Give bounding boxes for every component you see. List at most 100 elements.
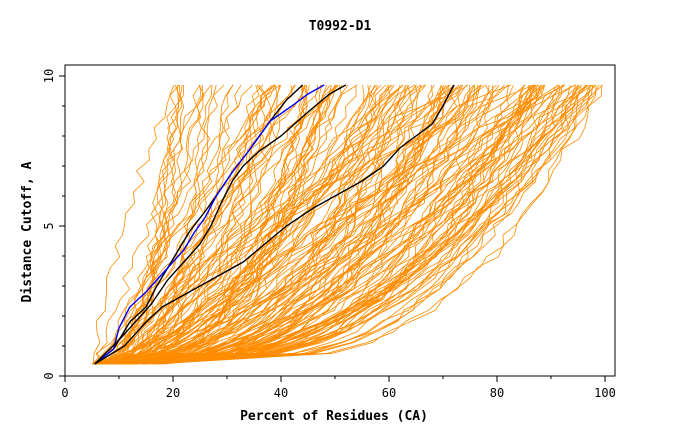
background-curve [155, 84, 545, 365]
background-curve [108, 84, 534, 365]
background-curve [145, 84, 475, 365]
background-curve [102, 84, 275, 365]
background-curve [97, 84, 201, 365]
background-curve [97, 84, 463, 365]
background-curve [128, 84, 494, 365]
background-curve [125, 84, 536, 365]
background-curve [94, 84, 536, 365]
background-curve [93, 84, 276, 365]
background-curve [93, 84, 175, 365]
background-curve [91, 84, 427, 365]
background-curve [124, 84, 434, 365]
background-curve [122, 84, 460, 365]
y-axis-label: Distance Cutoff, A [20, 161, 35, 302]
background-curve [105, 84, 276, 365]
background-curve [165, 84, 597, 365]
background-curve [145, 84, 593, 365]
background-curve [102, 84, 392, 365]
background-curve [135, 84, 375, 365]
background-curve [118, 84, 331, 365]
background-curve [127, 84, 395, 365]
background-curve [151, 84, 514, 365]
background-curve [114, 84, 338, 365]
background-curve [152, 84, 565, 365]
background-curve [155, 84, 597, 365]
background-curve [122, 84, 419, 365]
background-curve [131, 84, 542, 365]
background-curve [102, 84, 365, 365]
background-curve [136, 84, 426, 365]
background-curve [95, 84, 296, 365]
x-tick-label: 0 [61, 386, 68, 400]
background-curve [121, 84, 336, 365]
background-curve [143, 84, 422, 365]
y-tick-label: 10 [42, 69, 56, 83]
background-curve [104, 84, 422, 365]
highlight-curve-black [94, 84, 455, 365]
background-curve [100, 84, 435, 365]
x-tick-label: 40 [274, 386, 288, 400]
background-curve [149, 84, 469, 365]
background-curve [99, 84, 533, 365]
background-curve [99, 84, 475, 365]
highlight-curve-black [94, 84, 347, 365]
background-curve [127, 84, 559, 365]
background-curve [157, 84, 571, 365]
chart-title: T0992-D1 [309, 19, 372, 34]
x-axis-label: Percent of Residues (CA) [240, 409, 428, 424]
background-curve [116, 84, 412, 365]
background-curve [127, 84, 418, 365]
background-curve [123, 84, 576, 365]
highlighted-curves [94, 84, 455, 365]
background-curve [110, 84, 589, 365]
axes: 0 20 40 60 80 100 0 5 10 [42, 69, 616, 400]
background-curve [96, 84, 407, 365]
background-curve [127, 84, 483, 365]
x-tick-label: 100 [594, 386, 616, 400]
background-curves [91, 84, 604, 365]
background-curve [112, 84, 303, 365]
background-curve [155, 84, 582, 365]
background-curve [151, 84, 481, 365]
background-curve [93, 84, 305, 365]
background-curve [115, 84, 490, 365]
background-curve [108, 84, 404, 365]
background-curve [101, 84, 273, 365]
x-tick-label: 80 [490, 386, 504, 400]
background-curve [130, 84, 588, 365]
background-curve [110, 84, 179, 365]
background-curve [116, 84, 242, 365]
background-curve [130, 84, 542, 365]
background-curve [106, 84, 386, 365]
background-curve [91, 84, 545, 365]
y-tick-label: 5 [42, 222, 56, 229]
background-curve [111, 84, 306, 365]
background-curve [126, 84, 349, 365]
background-curve [103, 84, 275, 365]
background-curve [95, 84, 296, 365]
background-curve [98, 84, 390, 365]
background-curve [112, 84, 575, 365]
y-tick-label: 0 [42, 372, 56, 379]
background-curve [91, 84, 225, 365]
background-curve [99, 84, 183, 365]
background-curve [113, 84, 478, 365]
background-curve [97, 84, 497, 365]
background-curve [125, 84, 293, 365]
background-curve [98, 84, 393, 365]
background-curve [132, 84, 401, 365]
background-curve [135, 84, 358, 365]
x-tick-label: 60 [382, 386, 396, 400]
background-curve [131, 84, 492, 365]
background-curve [125, 84, 319, 365]
background-curve [134, 84, 558, 365]
background-curve [160, 84, 604, 365]
background-curve [114, 84, 357, 365]
background-curve [120, 84, 587, 365]
background-curve [103, 84, 371, 365]
background-curve [91, 84, 560, 365]
highlight-curve-blue [94, 84, 325, 365]
x-tick-label: 20 [166, 386, 180, 400]
background-curve [149, 84, 534, 365]
